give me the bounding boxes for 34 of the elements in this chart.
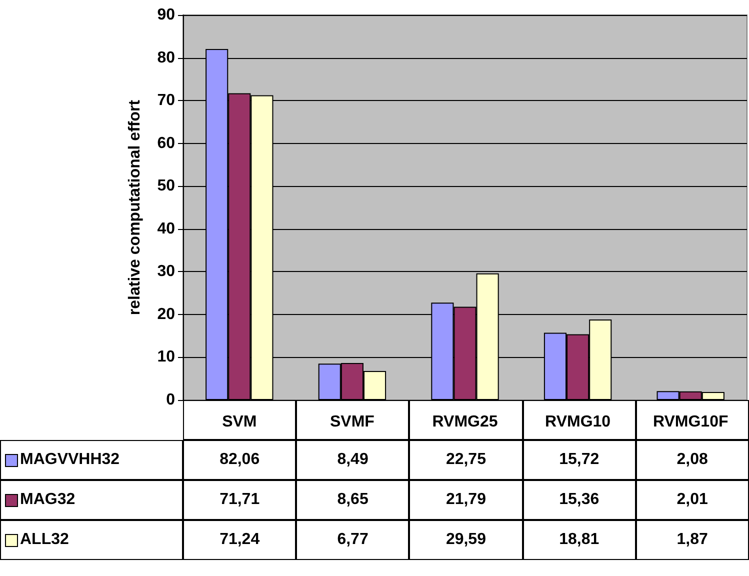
x-tick-label: RVMG10F [652,414,728,430]
data-label: 1,87 [636,520,749,560]
legend-label: MAGVVHH32 [20,451,120,469]
x-tick-label: SVM [222,414,257,430]
data-label: 8,49 [296,440,410,480]
y-tick-label: 20 [157,306,176,323]
data-label: 15,36 [522,480,636,520]
data-label: 2,08 [636,440,749,480]
data-label: 22,75 [409,440,523,480]
data-label: 21,79 [409,480,523,520]
data-label: 71,24 [183,520,296,560]
data-label: 82,06 [183,440,296,480]
y-tick-label: 80 [157,49,176,66]
data-label: 18,81 [522,520,636,560]
data-label: 6,77 [296,520,410,560]
data-label: 29,59 [409,520,523,560]
legend-label: MAG32 [20,491,76,509]
y-tick-label: 70 [157,92,176,110]
y-axis-title: relative computational effort [126,99,144,316]
y-tick-label: 0 [166,392,176,408]
y-tick-label: 60 [157,134,176,152]
y-tick-label: 90 [157,6,176,24]
y-tick-label: 10 [157,348,176,366]
y-tick-label: 50 [157,178,176,195]
x-tick-label: SVMF [330,414,375,430]
x-tick-label: RVMG10 [545,414,611,430]
data-label: 8,65 [296,480,410,520]
y-tick-label: 30 [157,263,176,280]
data-label: 71,71 [183,480,296,520]
x-tick-label: RVMG25 [432,414,498,430]
legend-label: ALL32 [20,531,69,549]
data-label: 15,72 [522,440,636,480]
y-tick-label: 40 [157,220,176,238]
data-label: 2,01 [636,480,749,520]
